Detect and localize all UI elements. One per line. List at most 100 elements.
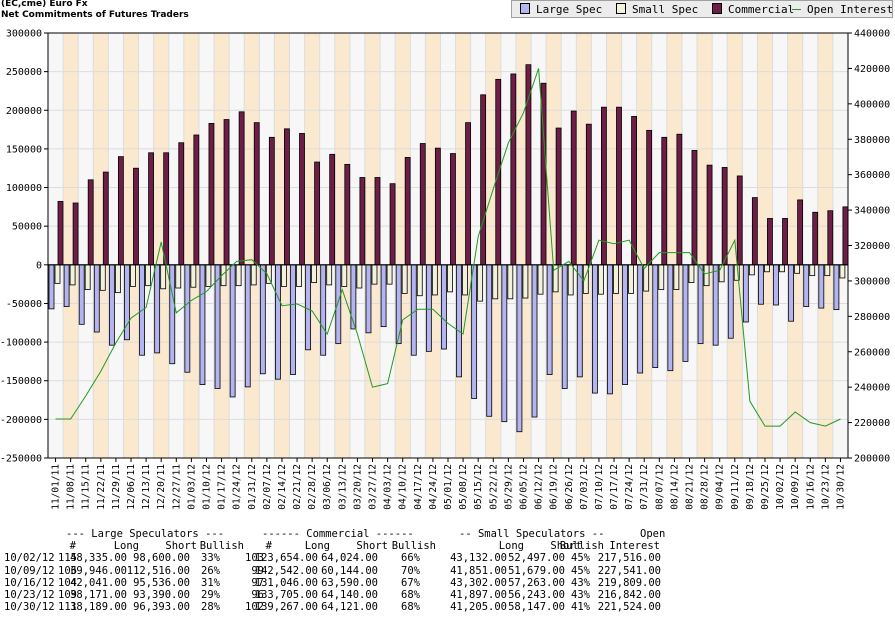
bar-small-spec (794, 264, 801, 274)
x-axis-tick-label: 09/18/12 (745, 464, 756, 510)
bar-commercial (208, 123, 215, 266)
band-stripe (63, 33, 79, 458)
legend-line-open-interest (792, 9, 801, 10)
right-axis-tick-label: 260000 (854, 347, 890, 358)
bar-large-spec (561, 264, 568, 389)
bar-large-spec (441, 264, 447, 350)
bar-large-spec (169, 264, 176, 365)
bar-large-spec (365, 264, 372, 334)
bar-small-spec (356, 264, 363, 289)
chart-subtitle: Net Commitments of Futures Traders (1, 10, 189, 20)
x-axis-tick-label: 06/26/12 (564, 464, 575, 510)
bar-small-spec (447, 264, 453, 293)
x-axis-tick-label: 10/02/12 (775, 464, 786, 510)
bar-large-spec (622, 264, 628, 385)
table-cell: 63,590.00 (321, 576, 378, 589)
bar-large-spec (63, 264, 70, 307)
table-cell: 115 (58, 552, 77, 565)
bar-large-spec (335, 264, 342, 345)
bar-small-spec (386, 264, 393, 285)
bar-commercial (450, 153, 456, 266)
legend-label-open-interest: Open Interest (807, 3, 894, 16)
right-axis-tick-label: 440000 (854, 29, 890, 40)
band-stripe (123, 33, 139, 458)
legend-item-commercial: Commercial (712, 3, 794, 16)
x-axis-tick-label: 07/24/12 (624, 464, 635, 510)
chart-svg: 300000 250000 200000 150000 100000 50000 0 -500… (0, 29, 890, 510)
bar-commercial (359, 177, 366, 266)
chart-header: (EC,cme) Euro Fx Net Commitments of Futu… (1, 0, 189, 21)
x-axis-tick-label: 11/29/11 (111, 464, 122, 510)
bar-small-spec (507, 264, 514, 300)
bar-commercial (163, 152, 170, 266)
bar-large-spec (456, 264, 462, 378)
table-cell: 60,144.00 (321, 564, 378, 577)
legend-item-small-spec: Small Spec (616, 3, 698, 16)
table-group-header: ------ Commercial ------ (262, 528, 414, 540)
table-cell: 112,516.00 (126, 564, 190, 577)
table-cell-date: 10/23/12 (4, 588, 55, 601)
right-axis-tick-label: 340000 (854, 206, 890, 217)
bar-small-spec (130, 264, 136, 287)
x-axis-tick-label: 10/30/12 (835, 464, 846, 510)
x-axis-tick-label: 05/15/12 (473, 464, 484, 510)
table-cell: 33% (201, 552, 220, 565)
bar-small-spec (431, 264, 438, 296)
bar-commercial (148, 152, 154, 266)
legend-label-large-spec: Large Spec (536, 3, 603, 16)
x-axis-tick-label: 01/03/12 (186, 464, 197, 510)
bar-commercial (812, 211, 819, 266)
table-cell: 43% (571, 588, 590, 601)
table-cell: 28% (201, 601, 220, 614)
bar-commercial (480, 94, 487, 266)
bar-small-spec (160, 264, 167, 290)
x-axis-tick-label: 09/25/12 (760, 464, 771, 510)
bar-commercial (117, 156, 124, 266)
table-cell: 103 (245, 552, 264, 565)
bar-small-spec (416, 264, 423, 297)
bar-commercial (284, 128, 290, 266)
table-column-header: # (265, 540, 272, 553)
bar-commercial (72, 202, 79, 266)
bar-large-spec (305, 264, 312, 351)
bar-commercial (555, 127, 562, 266)
table-group-header: --- Large Speculators --- (66, 528, 225, 540)
left-axis-tick-label: -150000 (0, 376, 42, 387)
table-cell-date: 10/02/12 (4, 552, 55, 565)
x-axis-tick-label: 12/13/11 (141, 464, 152, 510)
bar-commercial (102, 171, 109, 266)
x-axis-tick-label: 06/19/12 (549, 464, 560, 510)
bar-commercial (797, 199, 804, 266)
bar-small-spec (54, 264, 61, 284)
left-axis-tick-label: -100000 (0, 338, 42, 349)
table-cell: 131,046.00 (254, 576, 318, 589)
x-axis-tick-label: 11/08/11 (66, 464, 77, 510)
bar-large-spec (108, 264, 115, 346)
bar-large-spec (682, 264, 689, 362)
table-cell: 38,189.00 (70, 601, 127, 614)
bar-commercial (344, 163, 351, 266)
x-axis-tick-label: 01/24/12 (232, 464, 243, 510)
bar-commercial (782, 218, 788, 266)
x-axis-tick-label: 10/16/12 (805, 464, 816, 510)
table-cell: 43,302.00 (450, 576, 507, 589)
x-axis-tick-label: 01/10/12 (201, 464, 212, 510)
right-axis-tick-label: 360000 (854, 170, 890, 181)
bar-small-spec (764, 264, 770, 273)
legend-item-open-interest: Open Interest (792, 3, 893, 16)
x-axis-tick-label: 11/15/11 (81, 464, 92, 510)
table-cell: 96,393.00 (133, 601, 190, 614)
legend-item-large-spec: Large Spec (520, 3, 602, 16)
bar-small-spec (597, 264, 604, 295)
x-axis-tick-label: 08/07/12 (654, 464, 665, 510)
table-cell: 104 (58, 576, 77, 589)
bar-small-spec (628, 264, 634, 294)
bar-commercial (736, 175, 743, 266)
table-cell: 123,654.00 (254, 552, 318, 565)
bar-small-spec (145, 264, 151, 287)
bar-small-spec (658, 264, 665, 290)
table-cell: 219,809.00 (597, 576, 661, 589)
bar-large-spec (320, 264, 327, 356)
bar-small-spec (567, 264, 574, 296)
bar-commercial (721, 167, 728, 266)
